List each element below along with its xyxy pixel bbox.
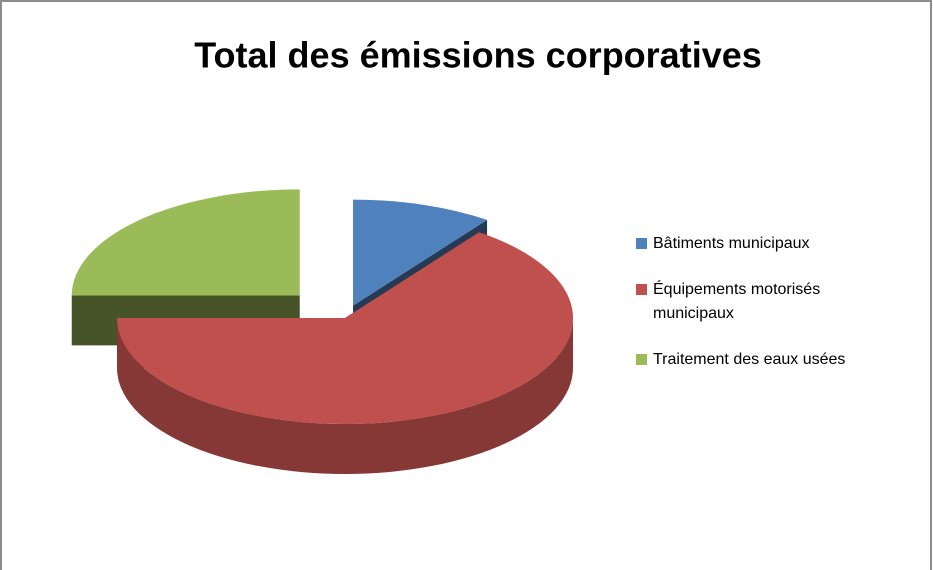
slice-top — [71, 189, 300, 296]
chart-title: Total des émissions corporatives — [194, 35, 762, 76]
pie-slice — [117, 232, 573, 474]
legend-label: Bâtiments municipaux — [653, 235, 810, 252]
legend-swatch — [636, 238, 647, 249]
legend-label: Traitement des eaux usées — [653, 351, 846, 368]
slice-top — [353, 199, 488, 306]
legend-swatch — [636, 354, 647, 365]
slice-top — [117, 232, 573, 425]
legend-swatch — [636, 284, 647, 295]
legend-label: Équipements motorisés municipaux — [653, 281, 821, 322]
legend-item: Équipements motorisés municipaux — [636, 278, 871, 326]
legend: Bâtiments municipaux Équipements motorisé… — [636, 232, 871, 394]
slice-side — [117, 318, 573, 474]
legend-item: Bâtiments municipaux — [636, 232, 871, 256]
legend-item: Traitement des eaux usées — [636, 348, 871, 372]
